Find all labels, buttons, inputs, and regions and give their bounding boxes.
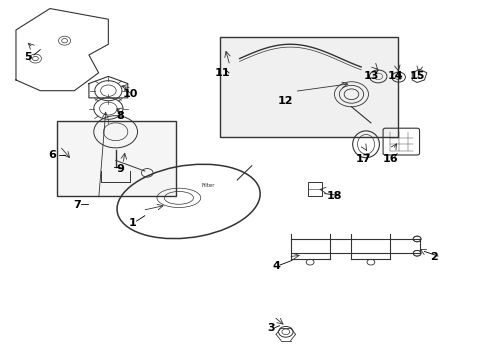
Text: 15: 15	[408, 71, 424, 81]
Text: Filter: Filter	[201, 183, 214, 188]
Text: 8: 8	[117, 111, 124, 121]
Text: 17: 17	[355, 154, 370, 163]
Bar	[220, 37, 397, 137]
Text: 2: 2	[429, 252, 437, 262]
Bar	[307, 182, 322, 196]
Text: 1: 1	[128, 218, 136, 228]
Text: 10: 10	[122, 89, 138, 99]
Text: 7: 7	[73, 200, 81, 210]
Text: 18: 18	[326, 191, 342, 201]
Text: 11: 11	[214, 68, 230, 78]
Text: 3: 3	[267, 323, 274, 333]
Bar	[57, 121, 176, 196]
Text: 5: 5	[24, 52, 32, 62]
Text: 6: 6	[48, 150, 56, 160]
Text: 9: 9	[116, 164, 124, 174]
Text: 4: 4	[272, 261, 280, 271]
Text: 13: 13	[363, 71, 378, 81]
Text: 16: 16	[382, 154, 397, 163]
Text: 14: 14	[386, 71, 402, 81]
Text: 12: 12	[278, 96, 293, 107]
